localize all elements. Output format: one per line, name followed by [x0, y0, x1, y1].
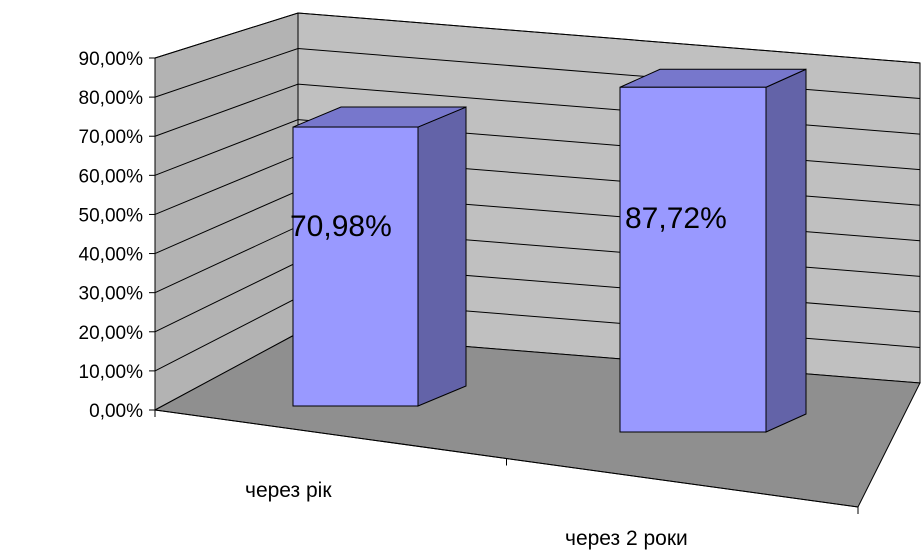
y-tick-label: 30,00% [79, 284, 144, 305]
y-tick-label: 20,00% [79, 323, 144, 344]
y-tick-label: 80,00% [79, 88, 144, 109]
bar-side-2 [765, 68, 807, 433]
y-tick-label: 50,00% [79, 205, 144, 226]
bar-2 [619, 86, 767, 433]
bars [292, 68, 807, 433]
y-tick-label: 70,00% [79, 127, 144, 148]
category-label: через 2 роки [565, 527, 688, 550]
y-tick-label: 60,00% [79, 166, 144, 187]
y-tick-labels: 0,00% 10,00% 20,00% 30,00% 40,00% 50,00% 60,00… [79, 49, 144, 422]
y-tick-label: 40,00% [79, 245, 144, 266]
y-tick-label: 90,00% [79, 49, 144, 70]
data-labels: 70,98% 87,72% [290, 202, 727, 243]
category-label: через рік [245, 479, 332, 502]
data-label: 87,72% [625, 202, 727, 235]
category-labels: через рік через 2 роки [245, 479, 688, 550]
y-tick-label: 0,00% [89, 401, 143, 422]
axes [149, 57, 859, 514]
bar-1 [292, 126, 419, 407]
y-tick-label: 10,00% [79, 362, 144, 383]
data-label: 70,98% [290, 210, 392, 243]
gridline [154, 12, 921, 64]
bar-side-1 [417, 106, 467, 407]
